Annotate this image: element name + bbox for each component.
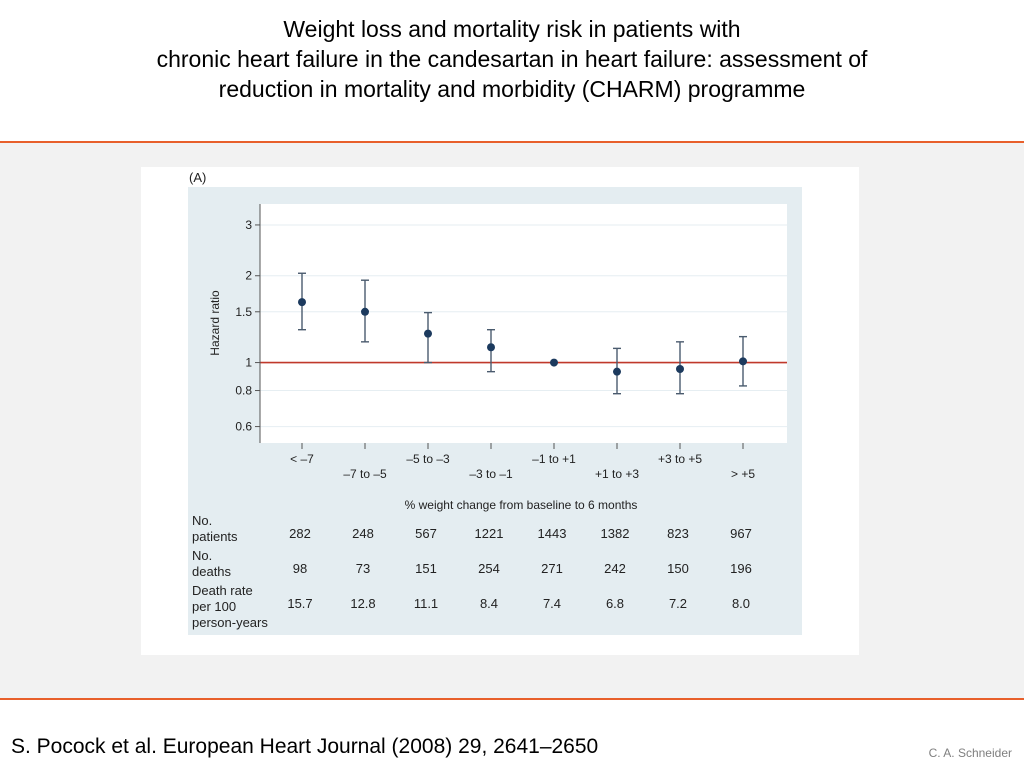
table-cell: 151 [415, 561, 437, 576]
table-row-label: No. [192, 548, 212, 563]
x-tick-label: < –7 [290, 452, 314, 466]
y-tick-label: 1 [245, 356, 252, 370]
table-cell: 254 [478, 561, 500, 576]
table-cell: 15.7 [287, 596, 312, 611]
table-cell: 1443 [538, 526, 567, 541]
table-cell: 271 [541, 561, 563, 576]
hazard-ratio-point [424, 329, 432, 338]
figure-panel: 3 2 1.5 1 0.8 0.6 Hazard ratio < –7 –7 to –5 –5 t… [141, 167, 859, 655]
axes: 3 2 1.5 1 0.8 0.6 Hazard ratio < –7 –7 to –5 –5 t… [208, 204, 755, 512]
panel-label: (A) [189, 170, 206, 185]
table-cell: 823 [667, 526, 689, 541]
table-row-label: per 100 [192, 599, 236, 614]
table-cell: 11.1 [414, 596, 438, 611]
hazard-ratio-point [487, 343, 495, 352]
slide-title: Weight loss and mortality risk in patien… [0, 14, 1024, 104]
table-cell: 967 [730, 526, 752, 541]
x-tick-label: +3 to +5 [658, 452, 702, 466]
hazard-ratio-point [613, 367, 621, 376]
x-axis-title: % weight change from baseline to 6 month… [405, 498, 638, 512]
plot-area [260, 204, 787, 443]
x-tick-label: –1 to +1 [532, 452, 576, 466]
hazard-ratio-chart: 3 2 1.5 1 0.8 0.6 Hazard ratio < –7 –7 to –5 –5 t… [188, 170, 802, 635]
x-tick-label: –3 to –1 [469, 467, 513, 481]
table-cell: 7.2 [669, 596, 687, 611]
bottom-divider [0, 698, 1024, 700]
table-row-label: patients [192, 529, 238, 544]
x-tick-label: +1 to +3 [595, 467, 639, 481]
table-row-label: Death rate [192, 583, 253, 598]
table-cell: 73 [356, 561, 370, 576]
hazard-ratio-point [676, 365, 684, 374]
y-tick-label: 0.8 [235, 384, 252, 398]
table-cell: 567 [415, 526, 437, 541]
table-cell: 242 [604, 561, 626, 576]
citation: S. Pocock et al. European Heart Journal … [11, 735, 599, 758]
table-cell: 248 [352, 526, 374, 541]
table-cell: 8.4 [480, 596, 498, 611]
slide-title-line: reduction in mortality and morbidity (CH… [218, 76, 806, 102]
table-row-label: No. [192, 513, 212, 528]
hazard-ratio-point [298, 298, 306, 307]
x-tick-label: > +5 [731, 467, 755, 481]
y-tick-label: 2 [245, 269, 252, 283]
table-cell: 282 [289, 526, 311, 541]
table-cell: 1221 [475, 526, 504, 541]
slide-title-line: chronic heart failure in the candesartan… [156, 46, 868, 72]
hazard-ratio-point [739, 357, 747, 366]
table-cell: 196 [730, 561, 752, 576]
table-cell: 6.8 [606, 596, 624, 611]
table-row-label: person-years [192, 615, 268, 630]
hazard-ratio-point [550, 358, 558, 367]
x-tick-label: –7 to –5 [343, 467, 387, 481]
y-tick-label: 3 [245, 218, 252, 232]
table-cell: 8.0 [732, 596, 750, 611]
table-cell: 150 [667, 561, 689, 576]
author-credit: C. A. Schneider [928, 746, 1012, 760]
top-divider [0, 141, 1024, 143]
table-cell: 7.4 [543, 596, 561, 611]
hazard-ratio-point [361, 307, 369, 316]
table-cell: 98 [293, 561, 307, 576]
y-axis-title: Hazard ratio [208, 290, 222, 356]
y-tick-label: 1.5 [235, 305, 252, 319]
table-cell: 1382 [601, 526, 630, 541]
x-tick-label: –5 to –3 [406, 452, 450, 466]
slide-title-line: Weight loss and mortality risk in patien… [283, 16, 741, 42]
y-tick-label: 0.6 [235, 420, 252, 434]
table-row-label: deaths [192, 564, 232, 579]
data-marks [298, 272, 747, 395]
table-cell: 12.8 [350, 596, 375, 611]
